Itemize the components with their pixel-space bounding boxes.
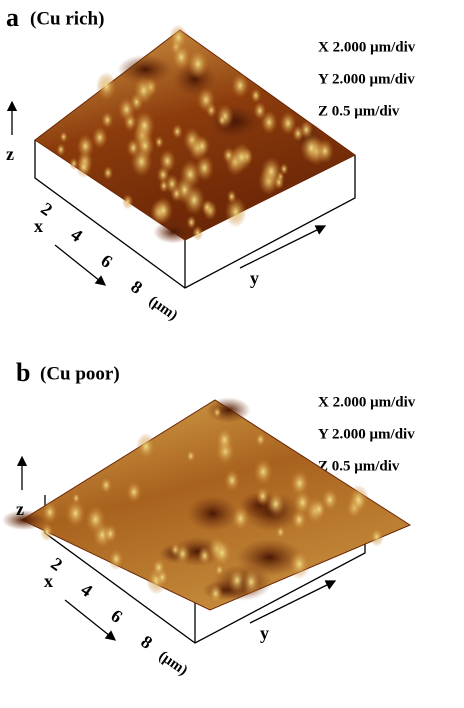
surface-peak bbox=[186, 449, 196, 462]
surface-peak bbox=[316, 139, 334, 164]
surface-peak bbox=[241, 568, 261, 596]
surface-peak bbox=[169, 25, 188, 51]
surface-peak bbox=[122, 194, 133, 210]
scale-text: X 2.000 μm/div bbox=[318, 394, 416, 410]
z-label: z bbox=[6, 144, 14, 164]
surface-peak bbox=[274, 175, 285, 190]
surface-peak bbox=[172, 124, 183, 139]
surface-peak bbox=[197, 87, 216, 113]
figure: a (Cu rich) X 2.000 μm/div Y 2.000 μm/div Z … bbox=[0, 0, 464, 708]
panel-condition: (Cu rich) bbox=[30, 8, 104, 29]
scale-text: X 2.000 μm/div bbox=[318, 39, 416, 55]
surface-peak bbox=[56, 143, 65, 156]
surface-peak bbox=[154, 197, 174, 224]
panel-condition: (Cu poor) bbox=[40, 363, 120, 384]
surface-peak bbox=[213, 406, 222, 419]
surface-peak bbox=[253, 102, 266, 120]
surface-peak bbox=[195, 136, 210, 157]
surface-peak bbox=[266, 490, 285, 517]
x-tick-label: 8 bbox=[127, 276, 146, 298]
surface-pit bbox=[187, 496, 238, 531]
surface-peak bbox=[211, 538, 232, 568]
panel: b (Cu poor) X 2.000 μm/div Y 2.000 μm/div Z … bbox=[2, 358, 416, 679]
surface-peak bbox=[165, 174, 179, 194]
surface-peak bbox=[118, 97, 135, 121]
surface-peak bbox=[216, 427, 234, 452]
surface-peak bbox=[103, 523, 118, 544]
surface-peak bbox=[92, 126, 108, 148]
scale-text: Y 2.000 μm/div bbox=[318, 426, 415, 442]
surface-peak bbox=[108, 548, 124, 570]
x-tick-label: 8 bbox=[137, 631, 156, 653]
surface-peak bbox=[60, 131, 68, 142]
surface-peak bbox=[103, 166, 113, 180]
surface-peak bbox=[311, 499, 326, 520]
surface-pit bbox=[206, 397, 251, 423]
surface-peak bbox=[231, 143, 252, 172]
surface-peak bbox=[251, 88, 262, 103]
x-tick-label: 6 bbox=[97, 250, 116, 272]
surface-peak bbox=[85, 505, 106, 535]
x-tick-label: 6 bbox=[107, 605, 126, 627]
x-label: x bbox=[34, 216, 43, 236]
surface-peak bbox=[231, 505, 250, 531]
surface-peak bbox=[187, 49, 209, 79]
panel-label: a bbox=[6, 3, 19, 32]
surface-peak bbox=[183, 185, 205, 215]
x-unit: (μm) bbox=[156, 648, 191, 679]
y-arrow bbox=[240, 226, 325, 268]
surface-peak bbox=[370, 527, 384, 547]
scale-text: Y 2.000 μm/div bbox=[318, 71, 415, 87]
x-tick-label: 4 bbox=[67, 224, 86, 246]
surface-peak bbox=[299, 120, 313, 139]
surface-peak bbox=[136, 433, 155, 460]
surface-peak bbox=[255, 432, 266, 447]
surface-peak bbox=[348, 485, 369, 515]
surface-peak bbox=[224, 469, 241, 492]
x-unit: (μm) bbox=[146, 293, 181, 324]
surface-peak bbox=[218, 114, 226, 126]
surface-peak bbox=[76, 156, 92, 178]
surface-peak bbox=[42, 501, 59, 524]
surface-peak bbox=[126, 481, 142, 504]
panel: a (Cu rich) X 2.000 μm/div Y 2.000 μm/div Z … bbox=[6, 3, 416, 324]
x-label: x bbox=[44, 571, 53, 591]
x-tick-label: 4 bbox=[77, 579, 96, 601]
surface-peak bbox=[208, 583, 223, 604]
surface-peak bbox=[40, 522, 54, 541]
scale-text: Z 0.5 μm/div bbox=[318, 103, 400, 119]
z-label: z bbox=[16, 499, 24, 519]
surface-peak bbox=[231, 73, 249, 98]
surface-peak bbox=[276, 525, 286, 539]
surface-peak bbox=[288, 549, 310, 579]
surface-peak bbox=[253, 458, 273, 486]
surface-peak bbox=[152, 557, 167, 577]
y-label: y bbox=[260, 623, 269, 643]
surface-peak bbox=[101, 111, 113, 128]
y-label: y bbox=[250, 268, 259, 288]
surface-peak bbox=[174, 542, 191, 566]
scale-text: Z 0.5 μm/div bbox=[318, 458, 400, 474]
panel-label: b bbox=[16, 358, 30, 387]
surface-peak bbox=[100, 476, 113, 494]
surface-peak bbox=[186, 215, 196, 229]
surface-peak bbox=[155, 136, 164, 148]
surface-peak bbox=[72, 492, 81, 504]
surface-peak bbox=[133, 76, 154, 105]
surface-peak bbox=[195, 155, 214, 181]
surface-peak bbox=[131, 146, 153, 177]
surface-peak bbox=[96, 72, 117, 101]
surface-peak bbox=[77, 134, 94, 158]
surface-peak bbox=[225, 197, 247, 228]
